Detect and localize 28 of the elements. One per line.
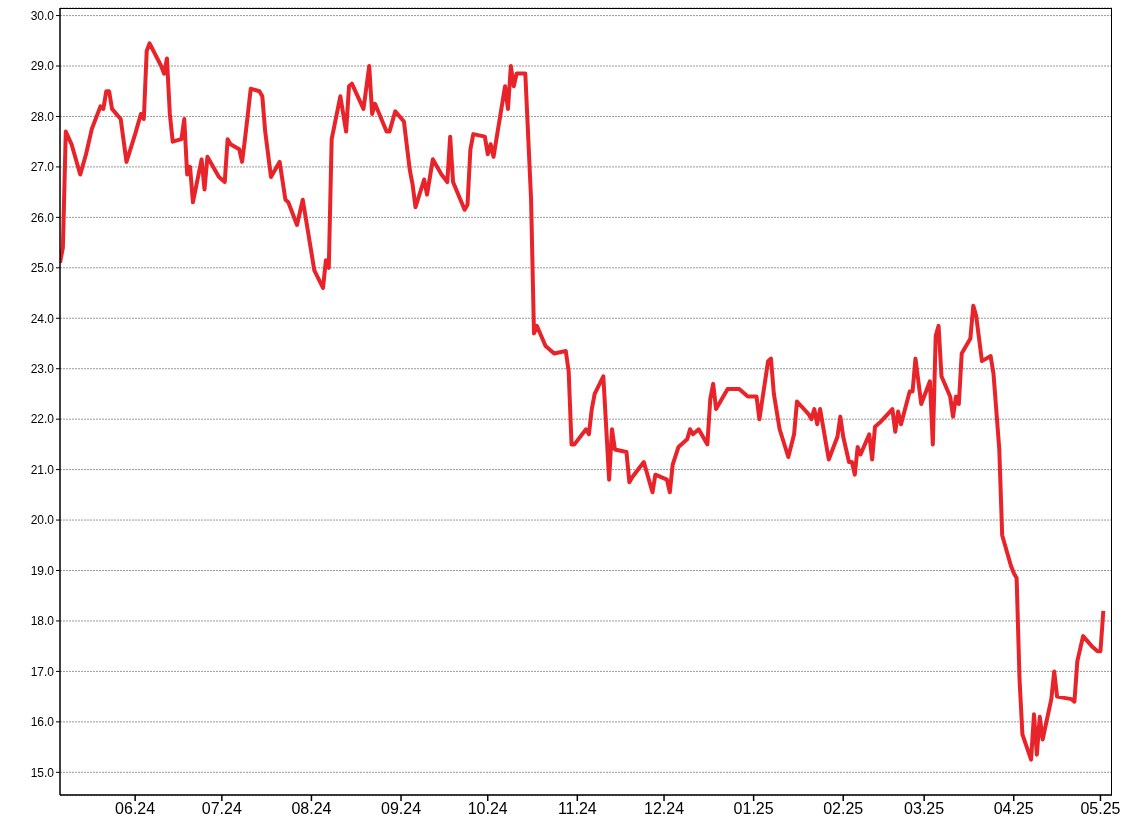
y-tick-label: 18.0 <box>30 614 55 629</box>
y-tick-label: 23.0 <box>30 361 55 376</box>
y-tick-label: 29.0 <box>30 59 55 74</box>
x-tick-label: 12.24 <box>644 800 685 818</box>
y-tick-label: 19.0 <box>30 563 55 578</box>
y-tick-label: 28.0 <box>30 109 55 124</box>
y-tick-label: 16.0 <box>30 715 55 730</box>
x-tick-label: 07.24 <box>201 800 242 818</box>
y-tick-label: 27.0 <box>30 160 55 175</box>
y-tick-label: 22.0 <box>30 412 55 427</box>
y-tick-label: 24.0 <box>30 311 55 326</box>
x-tick-label: 09.24 <box>381 800 422 818</box>
x-tick-label: 01.25 <box>733 800 774 818</box>
x-tick-label: 11.24 <box>557 800 597 818</box>
y-tick-label: 30.0 <box>30 8 55 23</box>
x-tick-label: 02.25 <box>823 800 864 818</box>
x-tick-label: 06.24 <box>115 800 156 818</box>
x-tick-label: 10.24 <box>467 800 508 818</box>
x-tick-label: 04.25 <box>993 800 1034 818</box>
y-tick-label: 26.0 <box>30 210 55 225</box>
y-tick-label: 25.0 <box>30 261 55 276</box>
x-tick-label: 08.24 <box>291 800 332 818</box>
y-tick-label: 20.0 <box>30 513 55 528</box>
x-tick-label: 05.25 <box>1080 800 1121 818</box>
y-tick-label: 15.0 <box>30 765 55 780</box>
y-tick-label: 21.0 <box>30 462 55 477</box>
y-tick-label: 17.0 <box>30 664 55 679</box>
x-tick-label: 03.25 <box>904 800 945 818</box>
